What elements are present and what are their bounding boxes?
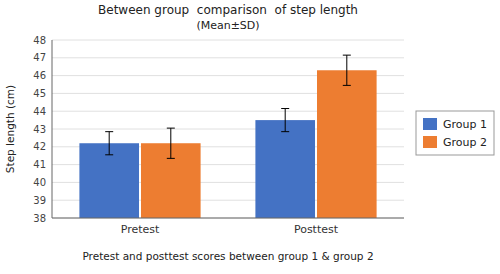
y-tick-label: 41 [33, 159, 46, 170]
y-tick-label: 43 [33, 124, 46, 135]
grid-line [52, 218, 404, 219]
y-tick-label: 47 [33, 52, 46, 63]
x-axis-line [52, 218, 404, 219]
grid-line [52, 40, 404, 41]
y-tick-label: 46 [33, 70, 46, 81]
plot-area [79, 55, 376, 218]
legend: Group 1 Group 2 [416, 111, 494, 155]
bar [317, 70, 377, 218]
error-bar [167, 128, 175, 158]
error-bar [281, 109, 289, 132]
legend-box [416, 111, 494, 155]
subtitle: (Mean±SD) [196, 19, 259, 32]
error-bar [105, 132, 113, 155]
title: Between group comparison of step length [98, 3, 358, 17]
legend-swatch [423, 118, 437, 130]
chart: Between group comparison of step length (… [0, 0, 500, 274]
y-tick-label: 48 [33, 35, 46, 46]
legend-label: Group 2 [443, 136, 487, 149]
grid-line [52, 57, 404, 58]
y-axis-line [52, 40, 53, 218]
y-tick-label: 38 [33, 213, 46, 224]
legend-swatch [423, 136, 437, 148]
y-tick-label: 40 [33, 177, 46, 188]
y-tick-label: 42 [33, 141, 46, 152]
x-axis-title: Pretest and posttest scores between grou… [82, 250, 373, 262]
y-tick-label: 45 [33, 88, 46, 99]
y-tick-label: 44 [33, 106, 46, 117]
x-tick-label: Pretest [121, 223, 160, 236]
legend-label: Group 1 [443, 118, 487, 131]
y-tick-label: 39 [33, 195, 46, 206]
x-tick-label: Posttest [294, 223, 339, 236]
error-bar [343, 55, 351, 85]
y-axis-title: Step length (cm) [4, 85, 16, 173]
bar [255, 120, 315, 218]
